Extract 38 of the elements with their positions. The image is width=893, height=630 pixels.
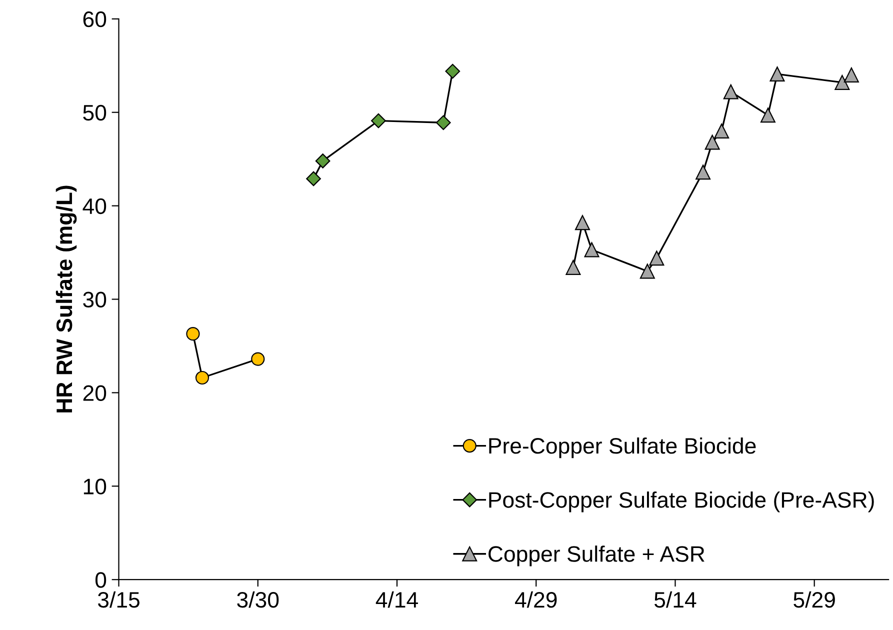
point	[844, 67, 859, 82]
y-tick-label: 20	[83, 385, 106, 401]
point	[834, 74, 850, 90]
point	[723, 84, 738, 100]
point	[436, 115, 451, 130]
point	[714, 124, 730, 139]
legend-label: Copper Sulfate + ASR	[488, 546, 704, 566]
x-tick-label: 4/14	[376, 591, 418, 608]
y-tick-label: 0	[95, 572, 106, 588]
x-tick-label: 4/29	[515, 591, 557, 608]
point	[704, 134, 720, 150]
y-tick-label: 50	[83, 104, 106, 121]
point	[649, 250, 664, 266]
y-tick-label: 40	[82, 198, 106, 214]
point	[371, 113, 386, 128]
point	[306, 171, 321, 186]
x-tick-label: 3/15	[98, 591, 140, 608]
legend-label: Pre-Copper Sulfate Biocide	[489, 437, 756, 458]
point	[770, 66, 785, 82]
x-tick-label: 5/14	[654, 591, 696, 608]
point	[315, 154, 330, 168]
point	[251, 352, 265, 366]
point	[640, 264, 655, 279]
x-tick-label: 5/29	[794, 591, 835, 608]
point	[584, 242, 600, 258]
point	[566, 260, 581, 275]
y-axis-title: HR RW Sulfate (mg/L)	[56, 186, 77, 412]
point	[696, 164, 711, 180]
point	[445, 64, 460, 79]
y-tick-label: 30	[83, 292, 106, 308]
point	[760, 108, 776, 123]
point	[186, 327, 200, 341]
y-tick-label: 60	[83, 11, 106, 28]
point	[574, 215, 590, 230]
point	[195, 370, 210, 385]
y-tick-label: 10	[84, 478, 106, 494]
x-tick-label: 3/30	[237, 591, 279, 608]
legend-label: Post-Copper Sulfate Biocide (Pre-ASR)	[489, 492, 874, 512]
